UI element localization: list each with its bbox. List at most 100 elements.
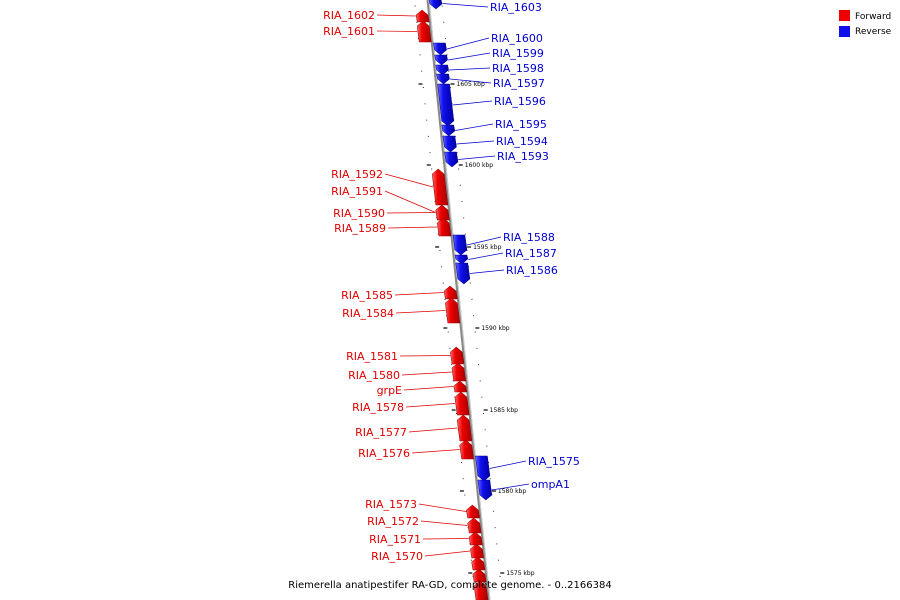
gene-connector-RIA_1580: [401, 371, 452, 376]
gene-label-RIA_1580[interactable]: RIA_1580: [348, 369, 400, 382]
gene-forward-RIA_1602[interactable]: [415, 9, 430, 23]
gene-connector-RIA_1597: [449, 78, 492, 84]
gene-label-RIA_1576[interactable]: RIA_1576: [358, 447, 410, 460]
gene-reverse-RIA_1575[interactable]: [475, 455, 491, 482]
gene-reverse-RIA_1588[interactable]: [452, 234, 468, 256]
gene-connector-RIA_1600: [446, 37, 490, 50]
gene-forward-RIA_1590[interactable]: [435, 204, 450, 221]
legend-forward-label: Forward: [855, 12, 891, 22]
kbp-label: 1590 kbp: [481, 325, 509, 332]
kbp-label: 1580 kbp: [498, 488, 526, 495]
gene-label-RIA_1588[interactable]: RIA_1588: [503, 231, 555, 244]
gene-label-RIA_1595[interactable]: RIA_1595: [495, 118, 547, 131]
gene-reverse-ompA1[interactable]: [477, 479, 493, 501]
gene-connector-RIA_1591: [384, 190, 436, 213]
gene-connector-RIA_1572: [420, 520, 468, 526]
gene-label-RIA_1597[interactable]: RIA_1597: [493, 77, 545, 90]
gene-label-RIA_1594[interactable]: RIA_1594: [496, 135, 548, 148]
gene-forward-RIA_1585[interactable]: [443, 285, 458, 300]
gene-label-RIA_1603[interactable]: RIA_1603: [490, 1, 542, 14]
gene-forward-RIA_1576[interactable]: [459, 439, 474, 460]
gene-connector-RIA_1581: [399, 355, 451, 357]
gene-connector-RIA_1589: [387, 226, 438, 229]
gene-reverse-RIA_1596[interactable]: [437, 83, 455, 127]
legend-reverse-label: Reverse: [855, 27, 892, 37]
gene-forward-unlabeled-2[interactable]: [473, 580, 489, 600]
gene-label-RIA_1584[interactable]: RIA_1584: [342, 307, 394, 320]
kbp-label: 1585 kbp: [490, 407, 518, 414]
gene-connector-RIA_1577: [408, 427, 458, 433]
gene-label-RIA_1591[interactable]: RIA_1591: [331, 185, 383, 198]
gene-connector-RIA_1602: [376, 14, 416, 17]
gene-label-RIA_1596[interactable]: RIA_1596: [494, 95, 546, 108]
gene-reverse-RIA_1595[interactable]: [441, 124, 456, 137]
gene-forward-RIA_1581[interactable]: [450, 346, 465, 365]
gene-reverse-RIA_1594[interactable]: [442, 135, 457, 153]
gene-connector-RIA_1588: [466, 236, 502, 246]
gene-label-RIA_1571[interactable]: RIA_1571: [369, 533, 421, 546]
gene-connector-RIA_1599: [448, 52, 491, 61]
gene-label-grpE[interactable]: grpE: [377, 384, 402, 397]
gene-forward-grpE[interactable]: [453, 380, 468, 393]
gene-forward-RIA_1584[interactable]: [445, 297, 461, 324]
gene-connector-ompA1: [491, 483, 530, 491]
gene-label-RIA_1573[interactable]: RIA_1573: [365, 498, 417, 511]
gene-forward-RIA_1570[interactable]: [470, 543, 485, 559]
gene-reverse-RIA_1598[interactable]: [435, 64, 449, 76]
scale-ticks: 1575 kbp 1580 kbp 1585 kbp 1590 kbp 1595 kbp…: [414, 5, 535, 577]
gene-reverse-RIA_1597[interactable]: [436, 73, 450, 85]
gene-label-RIA_1586[interactable]: RIA_1586: [506, 264, 558, 277]
gene-connector-RIA_1586: [469, 269, 505, 274]
gene-reverse-RIA_1587[interactable]: [454, 254, 469, 265]
gene-labels: RIA_1602 RIA_1601 RIA_1592 RIA_1591 RIA_1590…: [323, 1, 580, 563]
gene-reverse-RIA_1586[interactable]: [455, 262, 471, 285]
kbp-label: 1575 kbp: [506, 570, 534, 577]
gene-reverse-RIA_1600[interactable]: [433, 42, 447, 56]
legend-reverse-swatch: [839, 26, 850, 37]
gene-label-RIA_1592[interactable]: RIA_1592: [331, 168, 383, 181]
gene-label-RIA_1585[interactable]: RIA_1585: [341, 289, 393, 302]
gene-label-RIA_1587[interactable]: RIA_1587: [505, 247, 557, 260]
gene-label-RIA_1598[interactable]: RIA_1598: [492, 62, 544, 75]
gene-connector-RIA_1592: [384, 173, 434, 188]
gene-label-RIA_1590[interactable]: RIA_1590: [333, 207, 385, 220]
gene-label-RIA_1570[interactable]: RIA_1570: [371, 550, 423, 563]
gene-label-RIA_1575[interactable]: RIA_1575: [528, 455, 580, 468]
gene-label-RIA_1593[interactable]: RIA_1593: [497, 150, 549, 163]
gene-label-RIA_1602[interactable]: RIA_1602: [323, 9, 375, 22]
genome-backbone: [426, 0, 491, 600]
gene-label-RIA_1577[interactable]: RIA_1577: [355, 426, 407, 439]
gene-reverse-RIA_1599[interactable]: [434, 54, 448, 66]
gene-connector-grpE: [403, 386, 454, 391]
gene-label-ompA1[interactable]: ompA1: [531, 478, 570, 491]
gene-label-RIA_1601[interactable]: RIA_1601: [323, 25, 375, 38]
gene-forward-RIA_1571[interactable]: [468, 531, 483, 546]
gene-reverse-RIA_1593[interactable]: [444, 151, 459, 168]
gene-connector-RIA_1601: [376, 30, 418, 32]
gene-connector-RIA_1596: [452, 100, 493, 106]
kbp-label: 1605 kbp: [457, 81, 485, 88]
gene-forward-RIA_1589[interactable]: [436, 217, 452, 237]
gene-connector-RIA_1594: [456, 140, 495, 145]
gene-connector-RIA_1576: [411, 449, 460, 454]
genome-caption: Riemerella anatipestifer RA-GD, complete…: [288, 580, 611, 591]
gene-label-RIA_1578[interactable]: RIA_1578: [352, 401, 404, 414]
gene-label-RIA_1599[interactable]: RIA_1599: [492, 47, 544, 60]
gene-label-RIA_1600[interactable]: RIA_1600: [491, 32, 543, 45]
gene-label-RIA_1581[interactable]: RIA_1581: [346, 350, 398, 363]
legend: Forward Reverse: [839, 10, 892, 37]
gene-forward-unlabeled-0[interactable]: [471, 556, 486, 571]
gene-label-RIA_1589[interactable]: RIA_1589: [334, 222, 386, 235]
gene-label-RIA_1572[interactable]: RIA_1572: [367, 515, 419, 528]
gene-connector-RIA_1571: [422, 538, 469, 540]
gene-reverse-RIA_1603[interactable]: [428, 0, 443, 10]
kbp-label: 1595 kbp: [473, 244, 501, 251]
kbp-label: 1600 kbp: [465, 162, 493, 169]
gene-connector-RIA_1598: [449, 67, 491, 71]
gene-connector-RIA_1587: [468, 252, 504, 260]
gene-forward-RIA_1572[interactable]: [467, 517, 482, 534]
gene-forward-RIA_1580[interactable]: [451, 362, 467, 382]
gene-forward-RIA_1573[interactable]: [466, 504, 480, 519]
gene-forward-RIA_1601[interactable]: [416, 20, 432, 43]
